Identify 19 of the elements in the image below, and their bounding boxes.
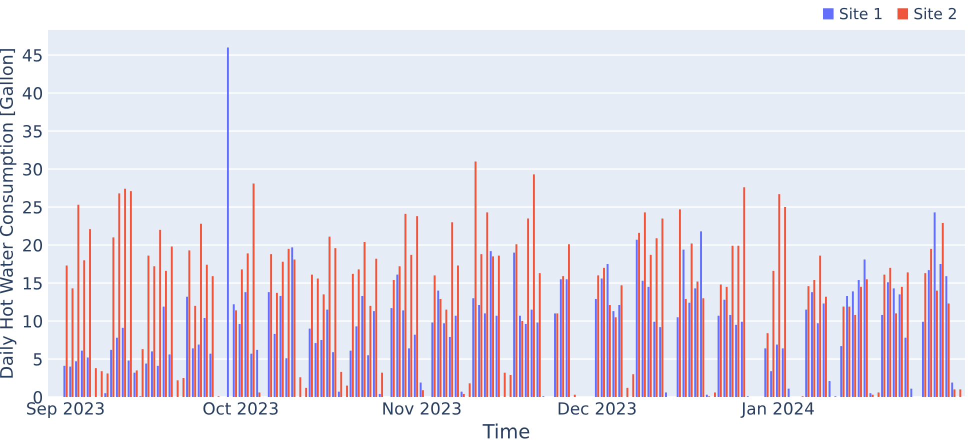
x-tick-label: Jan 2024 xyxy=(740,402,814,418)
x-tick-label: Sep 2023 xyxy=(27,402,104,418)
y-tick-label: 15 xyxy=(24,277,42,290)
y-tick-label: 45 xyxy=(22,49,42,62)
y-tick-label: 30 xyxy=(23,163,42,176)
y-tick-label: 10 xyxy=(24,314,42,328)
x-tick-label: Nov 2023 xyxy=(383,402,461,415)
x-tick-label: Oct 2023 xyxy=(203,402,278,415)
x-axis-title: Time xyxy=(482,424,530,439)
y-tick-label: 40 xyxy=(22,87,42,100)
legend-label: Site 2 xyxy=(914,8,956,20)
y-tick-label: 35 xyxy=(23,125,42,138)
x-tick-label: Dec 2023 xyxy=(558,402,636,415)
y-tick-label: 5 xyxy=(34,353,42,366)
y-axis-title: Daily Hot Water Consumption [Gallon] xyxy=(0,49,16,378)
y-tick-label: 0 xyxy=(34,390,42,404)
legend-label: Site 1 xyxy=(840,8,882,20)
y-tick-label: 25 xyxy=(23,201,42,214)
y-tick-label: 20 xyxy=(23,238,42,252)
